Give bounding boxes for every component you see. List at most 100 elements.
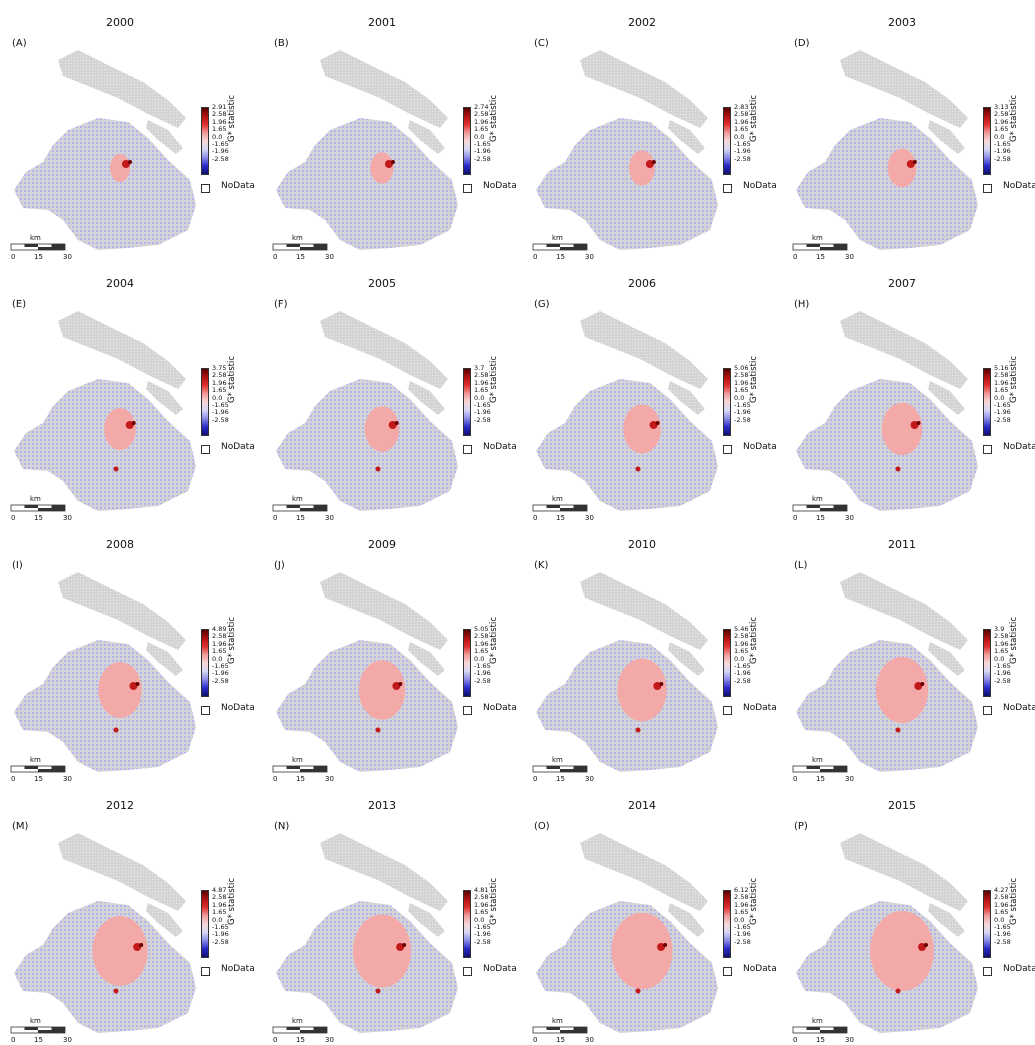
colorbar-tick-label: -1.65 [734, 923, 751, 932]
colorbar-tick-label: 1.96 [994, 378, 1009, 387]
colorbar-label: G* statistic [227, 617, 237, 664]
colorbar-tick-label: -1.96 [212, 669, 229, 678]
scale-unit: km [552, 1017, 563, 1025]
scale-bar [10, 243, 66, 251]
colorbar-tick-label: 1.96 [734, 378, 749, 387]
changxing-island [146, 381, 183, 415]
nodata-label: NoData [483, 181, 517, 191]
chongming-island [840, 572, 968, 650]
changxing-island [146, 120, 183, 154]
scale-tick-label: 15 [34, 514, 43, 522]
nodata-swatch [983, 445, 992, 454]
colorbar-tick-label: -1.96 [734, 408, 751, 417]
scale-bar [272, 765, 328, 773]
colorbar [723, 890, 731, 958]
hotspot-secondary [375, 727, 381, 733]
scale-tick-label: 0 [11, 775, 16, 783]
changxing-island [146, 642, 183, 676]
hotspot-map [276, 50, 458, 250]
warm-core [870, 911, 934, 991]
scale-tick-label: 15 [296, 1036, 305, 1044]
colorbar-ticks: 4.81 2.58 1.96 1.65 0.0 -1.65 -1.96 -2.58 [474, 886, 491, 946]
nodata-label: NoData [743, 442, 777, 452]
panel-letter: (B) [274, 38, 289, 49]
colorbar-tick-label: 4.87 [212, 886, 227, 894]
colorbar-tick-label: -1.65 [734, 401, 751, 410]
colorbar-tick-label: -2.58 [212, 676, 229, 685]
panel-letter: (K) [534, 560, 549, 571]
map-panel: 2005 (F) 3.7 2.58 1.96 1.65 0.0 -1.65 -1.96 -2.58… [262, 261, 520, 522]
nodata-label: NoData [221, 703, 255, 713]
scale-tick-label: 0 [11, 1036, 16, 1044]
colorbar-tick-label: 3.9 [994, 625, 1005, 633]
colorbar-tick-label: 1.96 [474, 639, 489, 648]
colorbar-tick-label: 1.65 [212, 125, 227, 134]
colorbar-tick-label: 1.96 [994, 900, 1009, 909]
chongming-island [840, 833, 968, 911]
nodata-label: NoData [743, 964, 777, 974]
changxing-island [928, 642, 965, 676]
scale-unit: km [30, 234, 41, 242]
nodata-swatch [201, 967, 210, 976]
colorbar-ticks: 4.89 2.58 1.96 1.65 0.0 -1.65 -1.96 -2.58 [212, 625, 229, 685]
panel-letter: (N) [274, 821, 290, 832]
colorbar-tick-label: 1.96 [734, 117, 749, 126]
chongming-island [580, 311, 708, 389]
map-panel: 2012 (M) 4.87 2.58 1.96 1.65 0.0 -1.65 -1.96 -2.5… [0, 783, 258, 1044]
panel-letter: (O) [534, 821, 550, 832]
scale-tick-label: 0 [793, 1036, 798, 1044]
panel-letter: (E) [12, 299, 27, 310]
scale-bar [10, 1026, 66, 1034]
colorbar-tick-label: 2.58 [734, 632, 749, 641]
scale-tick-label: 15 [556, 1036, 565, 1044]
panel-letter: (C) [534, 38, 549, 49]
colorbar-tick-label: -1.65 [734, 662, 751, 671]
hotspot-secondary [635, 466, 641, 472]
scale-tick-label: 0 [533, 514, 538, 522]
colorbar-ticks: 6.12 2.58 1.96 1.65 0.0 -1.65 -1.96 -2.58 [734, 886, 751, 946]
hotspot-secondary [375, 988, 381, 994]
mainland-area [536, 118, 718, 250]
colorbar-tick-label: -1.96 [994, 930, 1011, 939]
panel-year-title: 2003 [888, 16, 916, 29]
scale-tick-label: 15 [34, 1036, 43, 1044]
panel-letter: (H) [794, 299, 810, 310]
hotspot-map [14, 311, 196, 511]
colorbar-tick-label: 4.27 [994, 886, 1009, 894]
scale-unit: km [552, 756, 563, 764]
scale-bar [532, 243, 588, 251]
colorbar-label: G* statistic [749, 356, 759, 403]
colorbar-tick-label: 1.96 [212, 378, 227, 387]
chongming-island [320, 50, 448, 128]
nodata-swatch [463, 967, 472, 976]
colorbar-tick-label: -1.65 [212, 662, 229, 671]
scale-unit: km [30, 1017, 41, 1025]
map-panel: 2007 (H) 5.16 2.58 1.96 1.65 0.0 -1.65 -1.96 -2.5… [782, 261, 1035, 522]
warm-core [629, 150, 655, 186]
nodata-label: NoData [1003, 442, 1035, 452]
colorbar-tick-label: -1.65 [994, 140, 1011, 149]
colorbar-tick-label: 1.65 [994, 647, 1009, 656]
colorbar-tick-label: -1.65 [994, 401, 1011, 410]
warm-core [875, 656, 929, 724]
scale-unit: km [292, 1017, 303, 1025]
colorbar [983, 629, 991, 697]
colorbar-tick-label: 1.65 [474, 647, 489, 656]
scale-bar [272, 504, 328, 512]
nodata-swatch [723, 967, 732, 976]
colorbar-tick-label: 1.65 [734, 908, 749, 917]
hotspot-cluster [388, 421, 397, 429]
nodata-label: NoData [483, 703, 517, 713]
colorbar-tick-label: 1.96 [994, 117, 1009, 126]
map-panel: 2010 (K) 5.46 2.58 1.96 1.65 0.0 -1.65 -1.96 -2.5… [522, 522, 780, 783]
colorbar-tick-label: 0.0 [474, 654, 485, 663]
colorbar-tick-label: -1.96 [474, 147, 491, 156]
colorbar-tick-label: -1.65 [994, 662, 1011, 671]
nodata-swatch [463, 706, 472, 715]
hotspot-peak [659, 682, 664, 686]
colorbar-tick-label: 1.65 [994, 908, 1009, 917]
hotspot-peak [663, 943, 668, 947]
colorbar-tick-label: -2.58 [212, 937, 229, 946]
colorbar-ticks: 3.13 2.58 1.96 1.65 0.0 -1.65 -1.96 -2.58 [994, 103, 1011, 163]
scale-tick-label: 0 [273, 775, 278, 783]
